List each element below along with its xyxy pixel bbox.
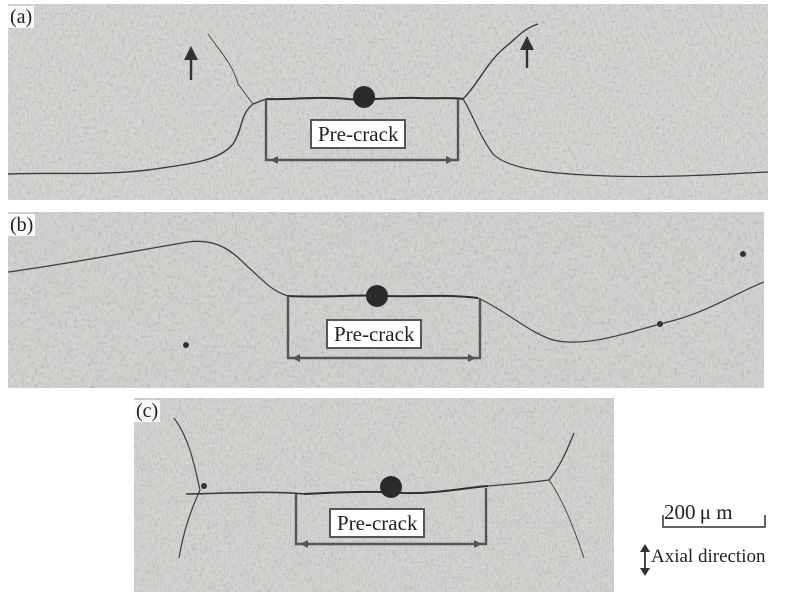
crack-line (477, 281, 764, 343)
crack-line (548, 479, 585, 559)
micrograph-a (8, 4, 768, 200)
up-arrow-icon (520, 36, 534, 68)
scale-bar-label: 200 μ m (664, 500, 733, 524)
crack-line (185, 491, 305, 495)
precrack-label-b: Pre-crack (326, 319, 423, 349)
precrack-bracket (264, 99, 460, 162)
micrograph-b (8, 212, 764, 388)
notch-hole (366, 285, 388, 307)
micrograph-panel-c: (c) Pre-crack (134, 398, 614, 592)
axial-direction-label: Axial direction (651, 546, 766, 567)
precrack-label-a: Pre-crack (310, 119, 407, 149)
crack-line (207, 33, 254, 105)
notch-hole (380, 476, 402, 498)
micrograph-panel-a: (a) Pre-crack (8, 4, 768, 200)
scale-bar (662, 515, 766, 528)
crack-line (462, 98, 768, 178)
crack-line (173, 417, 201, 559)
axial-direction-arrow-icon (640, 544, 650, 576)
precrack-bracket (286, 296, 482, 360)
crack-line (462, 23, 539, 100)
notch-hole (353, 86, 375, 108)
crack-line (8, 98, 267, 175)
up-arrow-icon (184, 46, 198, 80)
panel-label-c: (c) (134, 400, 161, 422)
precrack-line (303, 485, 489, 495)
panel-label-b: (b) (8, 214, 36, 236)
micrograph-c (134, 398, 614, 592)
panel-label-a: (a) (8, 6, 35, 28)
precrack-bracket (294, 488, 488, 546)
crack-line (8, 240, 289, 297)
precrack-label-c: Pre-crack (329, 508, 426, 538)
micrograph-panel-b: (b) Pre-crack (8, 212, 764, 388)
